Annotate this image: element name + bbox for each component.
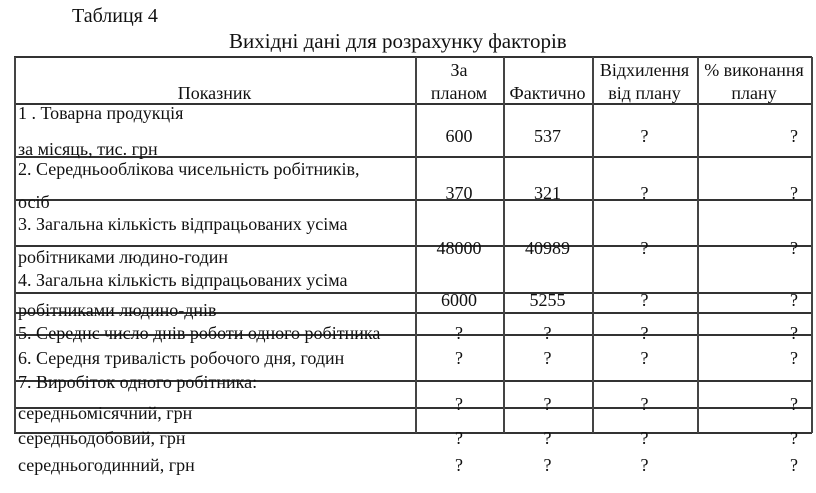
- row-label: осіб: [18, 192, 50, 212]
- cell-deviation: ?: [640, 394, 649, 414]
- row-label: 2. Середньооблікова чисельність робітник…: [18, 159, 360, 179]
- cell-percent: ?: [790, 290, 798, 310]
- cell-percent: ?: [790, 348, 798, 368]
- table-title: Вихідні дані для розрахунку факторів: [229, 29, 567, 53]
- grid-line: [697, 57, 699, 433]
- cell-actual: 321: [534, 183, 561, 203]
- cell-plan: ?: [455, 348, 463, 368]
- grid-line: [415, 57, 417, 433]
- cell-actual: ?: [543, 455, 552, 475]
- cell-percent: ?: [790, 126, 798, 146]
- cell-percent: ?: [790, 323, 798, 343]
- grid-line: [14, 292, 812, 294]
- row-label: 7. Виробіток одного робітника:: [18, 372, 258, 392]
- cell-percent: ?: [790, 183, 798, 203]
- cell-deviation: ?: [640, 126, 649, 146]
- header-percent: % виконання: [704, 60, 804, 80]
- row-label: середньомісячний, грн: [18, 403, 193, 423]
- cell-percent: ?: [790, 428, 798, 448]
- grid-line: [811, 57, 813, 433]
- cell-deviation: ?: [640, 323, 649, 343]
- cell-plan: 370: [445, 183, 473, 203]
- header-deviation: від плану: [608, 83, 681, 103]
- row-label: середньогодинний, грн: [18, 455, 195, 475]
- row-label: 4. Загальна кількість відпрацьованих усі…: [18, 270, 348, 290]
- header-percent: плану: [731, 83, 777, 103]
- header-actual: Фактично: [509, 83, 586, 103]
- cell-plan: ?: [455, 455, 463, 475]
- grid-line: [14, 380, 812, 382]
- header-indicator: Показник: [177, 83, 252, 103]
- cell-plan: ?: [455, 323, 463, 343]
- cell-plan: ?: [455, 394, 463, 414]
- grid-line: [592, 57, 594, 433]
- grid-line: [14, 56, 812, 58]
- row-label: робітниками людино-годин: [18, 247, 229, 267]
- grid-line: [14, 199, 812, 201]
- row-label: робітниками людино-днів: [18, 300, 217, 320]
- cell-percent: ?: [790, 394, 798, 414]
- grid-line: [14, 57, 16, 433]
- grid-line: [503, 57, 505, 433]
- row-label: середньодобовий, грн: [18, 428, 186, 448]
- row-label: 5. Середнє число днів роботи одного робі…: [18, 323, 381, 343]
- cell-plan: 6000: [441, 290, 477, 310]
- cell-percent: ?: [790, 455, 798, 475]
- cell-deviation: ?: [640, 428, 649, 448]
- cell-deviation: ?: [640, 290, 649, 310]
- grid-line: [14, 103, 812, 105]
- cell-plan: 48000: [436, 238, 482, 258]
- cell-deviation: ?: [640, 183, 649, 203]
- cell-plan: ?: [455, 428, 463, 448]
- grid-line: [14, 432, 812, 434]
- cell-actual: ?: [543, 323, 552, 343]
- cell-actual: ?: [543, 428, 552, 448]
- cell-deviation: ?: [640, 238, 649, 258]
- grid-line: [14, 407, 812, 409]
- cell-deviation: ?: [640, 455, 649, 475]
- cell-percent: ?: [790, 238, 798, 258]
- grid-line: [14, 312, 812, 314]
- table-caption: Таблиця 4: [72, 5, 158, 27]
- header-plan: планом: [430, 83, 488, 103]
- row-label: 6. Середня тривалість робочого дня, годи…: [18, 348, 345, 368]
- header-deviation: Відхилення: [599, 60, 690, 80]
- grid-line: [14, 334, 812, 336]
- grid-line: [14, 156, 812, 158]
- cell-actual: ?: [543, 394, 552, 414]
- cell-actual: 40989: [525, 238, 570, 258]
- row-label: 1 . Товарна продукція: [18, 103, 184, 123]
- row-label: 3. Загальна кількість відпрацьованих усі…: [18, 214, 348, 234]
- cell-deviation: ?: [640, 348, 649, 368]
- grid-line: [14, 245, 812, 247]
- cell-actual: 537: [534, 126, 561, 146]
- cell-actual: ?: [543, 348, 552, 368]
- cell-actual: 5255: [529, 290, 566, 310]
- row-label: за місяць, тис. грн: [18, 139, 158, 159]
- cell-plan: 600: [445, 126, 473, 146]
- header-plan: За: [450, 60, 468, 80]
